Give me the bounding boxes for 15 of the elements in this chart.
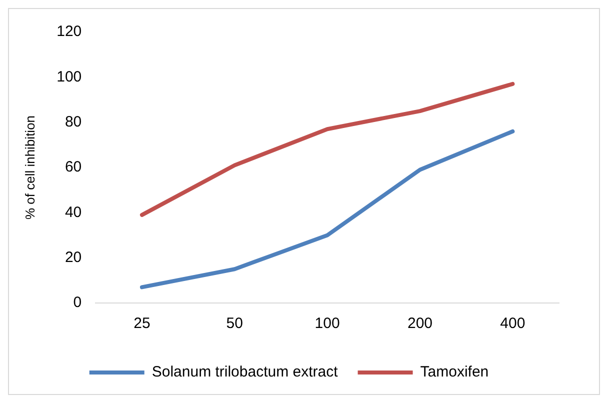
y-tick-label: 100 [56,68,82,86]
x-tick-label: 50 [226,315,243,332]
y-axis-title: % of cell inhibition [22,115,38,220]
y-tick-label: 20 [64,248,82,266]
legend-label: Tamoxifen [420,364,489,381]
x-tick-label: 400 [500,315,526,332]
x-tick-label: 100 [314,315,340,332]
x-tick-label: 200 [407,315,433,332]
x-tick-label: 25 [134,315,150,332]
legend-label: Solanum trilobactum extract [152,364,339,381]
y-tick-label: 120 [56,23,82,40]
y-tick-label: 60 [64,158,82,176]
y-tick-label: 40 [64,204,82,221]
y-tick-label: 80 [64,113,82,130]
y-tick-label: 0 [73,294,82,312]
